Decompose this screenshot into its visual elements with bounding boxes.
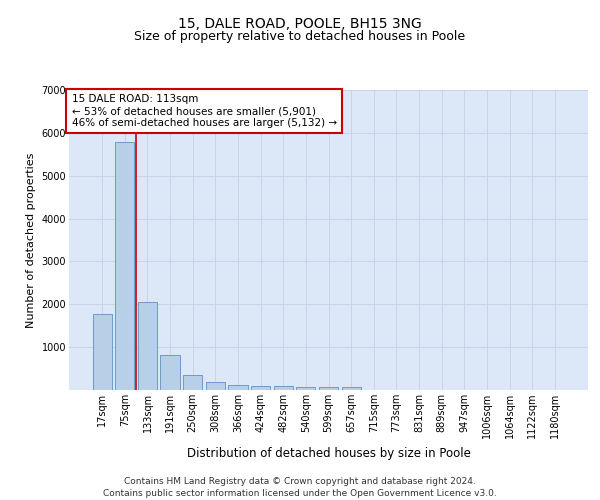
Bar bbox=[319, 387, 338, 390]
Bar bbox=[274, 386, 293, 390]
Bar bbox=[160, 355, 180, 390]
Bar bbox=[251, 386, 270, 390]
X-axis label: Distribution of detached houses by size in Poole: Distribution of detached houses by size … bbox=[187, 446, 470, 460]
Bar bbox=[115, 142, 134, 390]
Text: 15 DALE ROAD: 113sqm
← 53% of detached houses are smaller (5,901)
46% of semi-de: 15 DALE ROAD: 113sqm ← 53% of detached h… bbox=[71, 94, 337, 128]
Bar bbox=[138, 302, 157, 390]
Bar bbox=[183, 376, 202, 390]
Bar bbox=[92, 314, 112, 390]
Bar bbox=[341, 386, 361, 390]
Text: Size of property relative to detached houses in Poole: Size of property relative to detached ho… bbox=[134, 30, 466, 43]
Bar bbox=[229, 385, 248, 390]
Text: 15, DALE ROAD, POOLE, BH15 3NG: 15, DALE ROAD, POOLE, BH15 3NG bbox=[178, 18, 422, 32]
Y-axis label: Number of detached properties: Number of detached properties bbox=[26, 152, 36, 328]
Text: Contains HM Land Registry data © Crown copyright and database right 2024.
Contai: Contains HM Land Registry data © Crown c… bbox=[103, 476, 497, 498]
Bar bbox=[296, 386, 316, 390]
Bar bbox=[206, 382, 225, 390]
